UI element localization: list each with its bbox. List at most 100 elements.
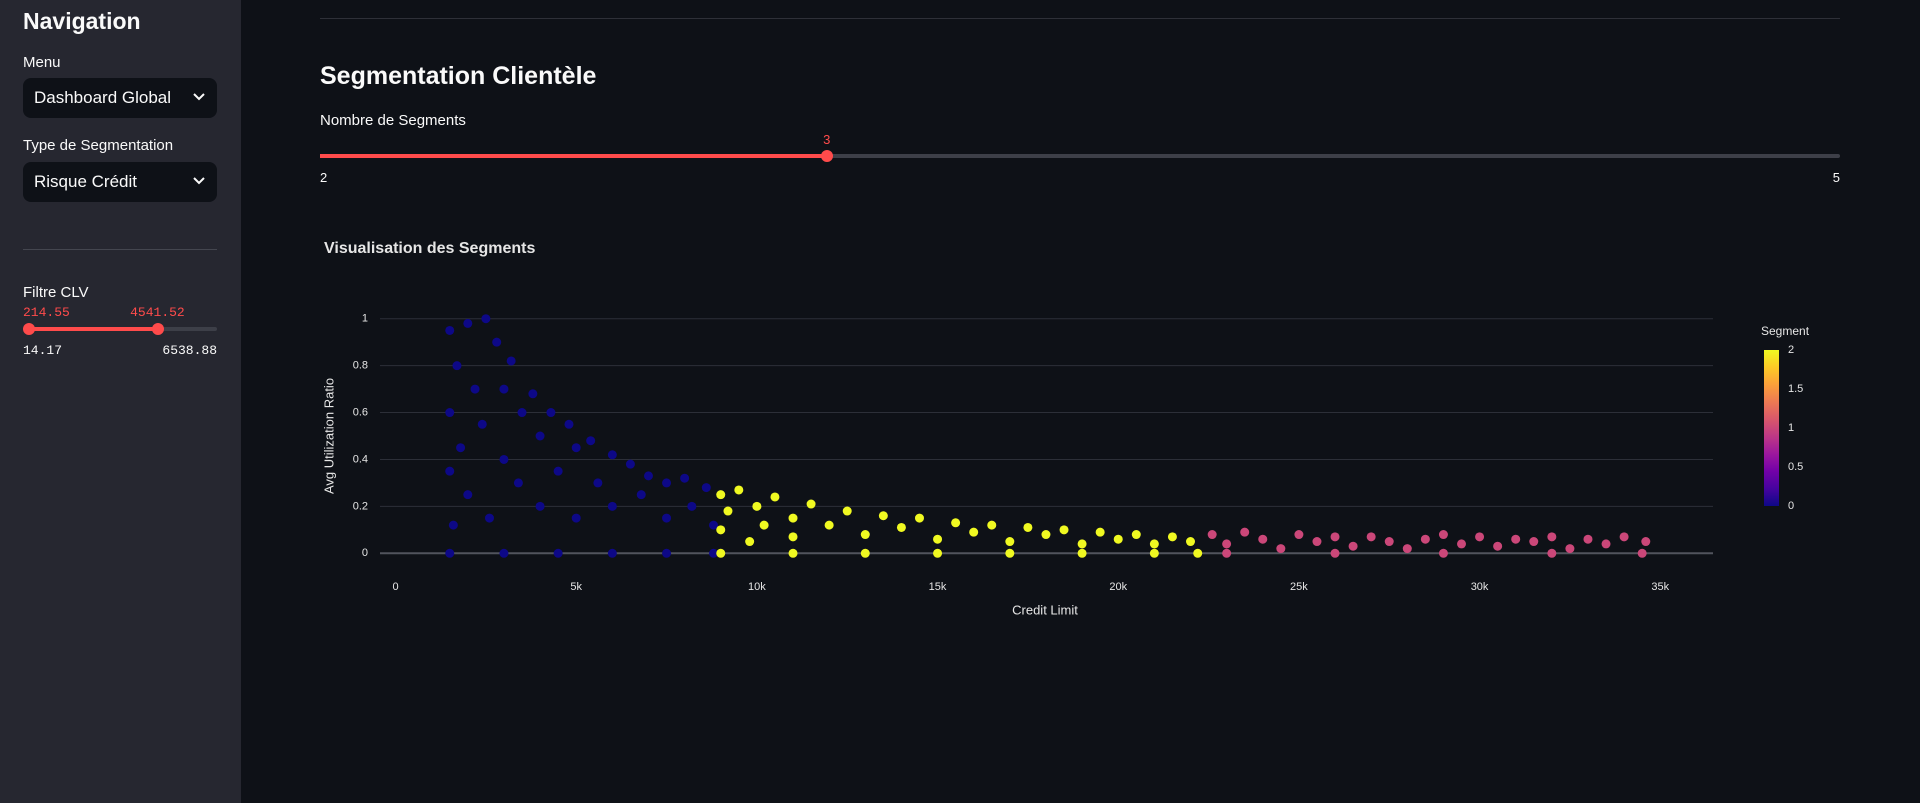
colorbar-title: Segment — [1761, 324, 1810, 338]
point — [1167, 532, 1177, 542]
point — [745, 537, 755, 547]
x-tick-label: 30k — [1471, 581, 1489, 593]
point — [571, 443, 581, 453]
y-axis-label: Avg Utilization Ratio — [321, 378, 336, 494]
chevron — [193, 177, 205, 185]
point — [564, 419, 574, 429]
point — [759, 520, 769, 530]
point — [625, 459, 635, 469]
slider-value: 4541.52 — [130, 305, 185, 320]
point — [1041, 530, 1051, 540]
point — [1457, 539, 1467, 549]
clv-slider[interactable]: 214.55 4541.52 14.17 6538.88 — [22, 305, 217, 361]
point — [1077, 548, 1087, 558]
point — [1366, 532, 1376, 542]
point — [553, 548, 563, 558]
segmentation-select[interactable]: Risque Crédit — [23, 162, 217, 202]
point — [709, 520, 719, 530]
slider-thumb — [820, 150, 833, 162]
point — [1222, 539, 1232, 549]
slider-track — [320, 154, 1840, 158]
point — [662, 478, 672, 488]
chevron — [193, 93, 205, 101]
point — [788, 548, 798, 558]
point — [535, 501, 545, 511]
point — [1207, 530, 1217, 540]
point — [1547, 548, 1557, 558]
slider-value: 3 — [823, 132, 831, 147]
point — [1077, 539, 1087, 549]
point — [528, 389, 538, 399]
point — [1330, 548, 1340, 558]
sidebar-title: Navigation — [23, 8, 141, 34]
segments-slider[interactable]: 3 2 5 — [320, 132, 1840, 188]
point — [1547, 532, 1557, 542]
point — [860, 530, 870, 540]
point — [513, 478, 523, 488]
colorbar-tick-label: 2 — [1788, 344, 1794, 356]
divider — [320, 18, 1840, 19]
x-axis-label: Credit Limit — [1012, 602, 1078, 617]
point — [933, 548, 943, 558]
point — [643, 471, 653, 481]
point — [933, 534, 943, 544]
point — [1095, 527, 1105, 537]
colorbar-tick-label: 0 — [1788, 500, 1794, 512]
point — [463, 490, 473, 500]
y-tick-label: 0.2 — [353, 500, 368, 512]
x-tick-label: 25k — [1290, 581, 1308, 593]
point — [1149, 539, 1159, 549]
point — [716, 548, 726, 558]
point — [842, 506, 852, 516]
point — [878, 511, 888, 521]
y-tick-label: 0.6 — [353, 406, 368, 418]
slider-max: 5 — [1832, 170, 1840, 185]
point — [752, 501, 762, 511]
point — [470, 384, 480, 394]
slider-thumb — [151, 323, 164, 335]
point — [477, 419, 487, 429]
point — [709, 548, 719, 558]
point — [452, 361, 462, 371]
menu-value: Dashboard Global — [34, 88, 172, 107]
point — [1149, 548, 1159, 558]
point — [1294, 530, 1304, 540]
slider-value: 214.55 — [23, 305, 70, 320]
point — [499, 384, 509, 394]
menu-select[interactable]: Dashboard Global — [23, 78, 217, 118]
point — [1023, 522, 1033, 532]
point — [456, 443, 466, 453]
point — [701, 483, 711, 493]
colorbar-tick-label: 0.5 — [1788, 461, 1803, 473]
point — [723, 506, 733, 516]
y-tick-label: 0.4 — [353, 453, 368, 465]
point — [492, 337, 502, 347]
point — [506, 356, 516, 366]
y-tick-label: 0 — [362, 547, 368, 559]
point — [607, 450, 617, 460]
point — [770, 492, 780, 502]
point — [1258, 534, 1268, 544]
point — [1059, 525, 1069, 535]
x-tick-label: 10k — [748, 581, 766, 593]
y-tick-label: 0.8 — [353, 360, 368, 372]
point — [1493, 541, 1503, 551]
point — [1529, 537, 1539, 547]
slider-fill — [28, 327, 158, 331]
slider-fill — [320, 154, 827, 158]
slider-thumb — [22, 323, 35, 335]
point — [1312, 537, 1322, 547]
segmentation-label: Type de Segmentation — [23, 137, 174, 154]
point — [1384, 537, 1394, 547]
point — [824, 520, 834, 530]
point — [662, 548, 672, 558]
point — [1193, 548, 1203, 558]
point — [1637, 548, 1647, 558]
point — [1240, 527, 1250, 537]
slider-min: 2 — [320, 170, 328, 185]
x-tick-label: 35k — [1651, 581, 1669, 593]
point — [1475, 532, 1485, 542]
point — [571, 513, 581, 523]
point — [806, 499, 816, 509]
point — [1641, 537, 1651, 547]
